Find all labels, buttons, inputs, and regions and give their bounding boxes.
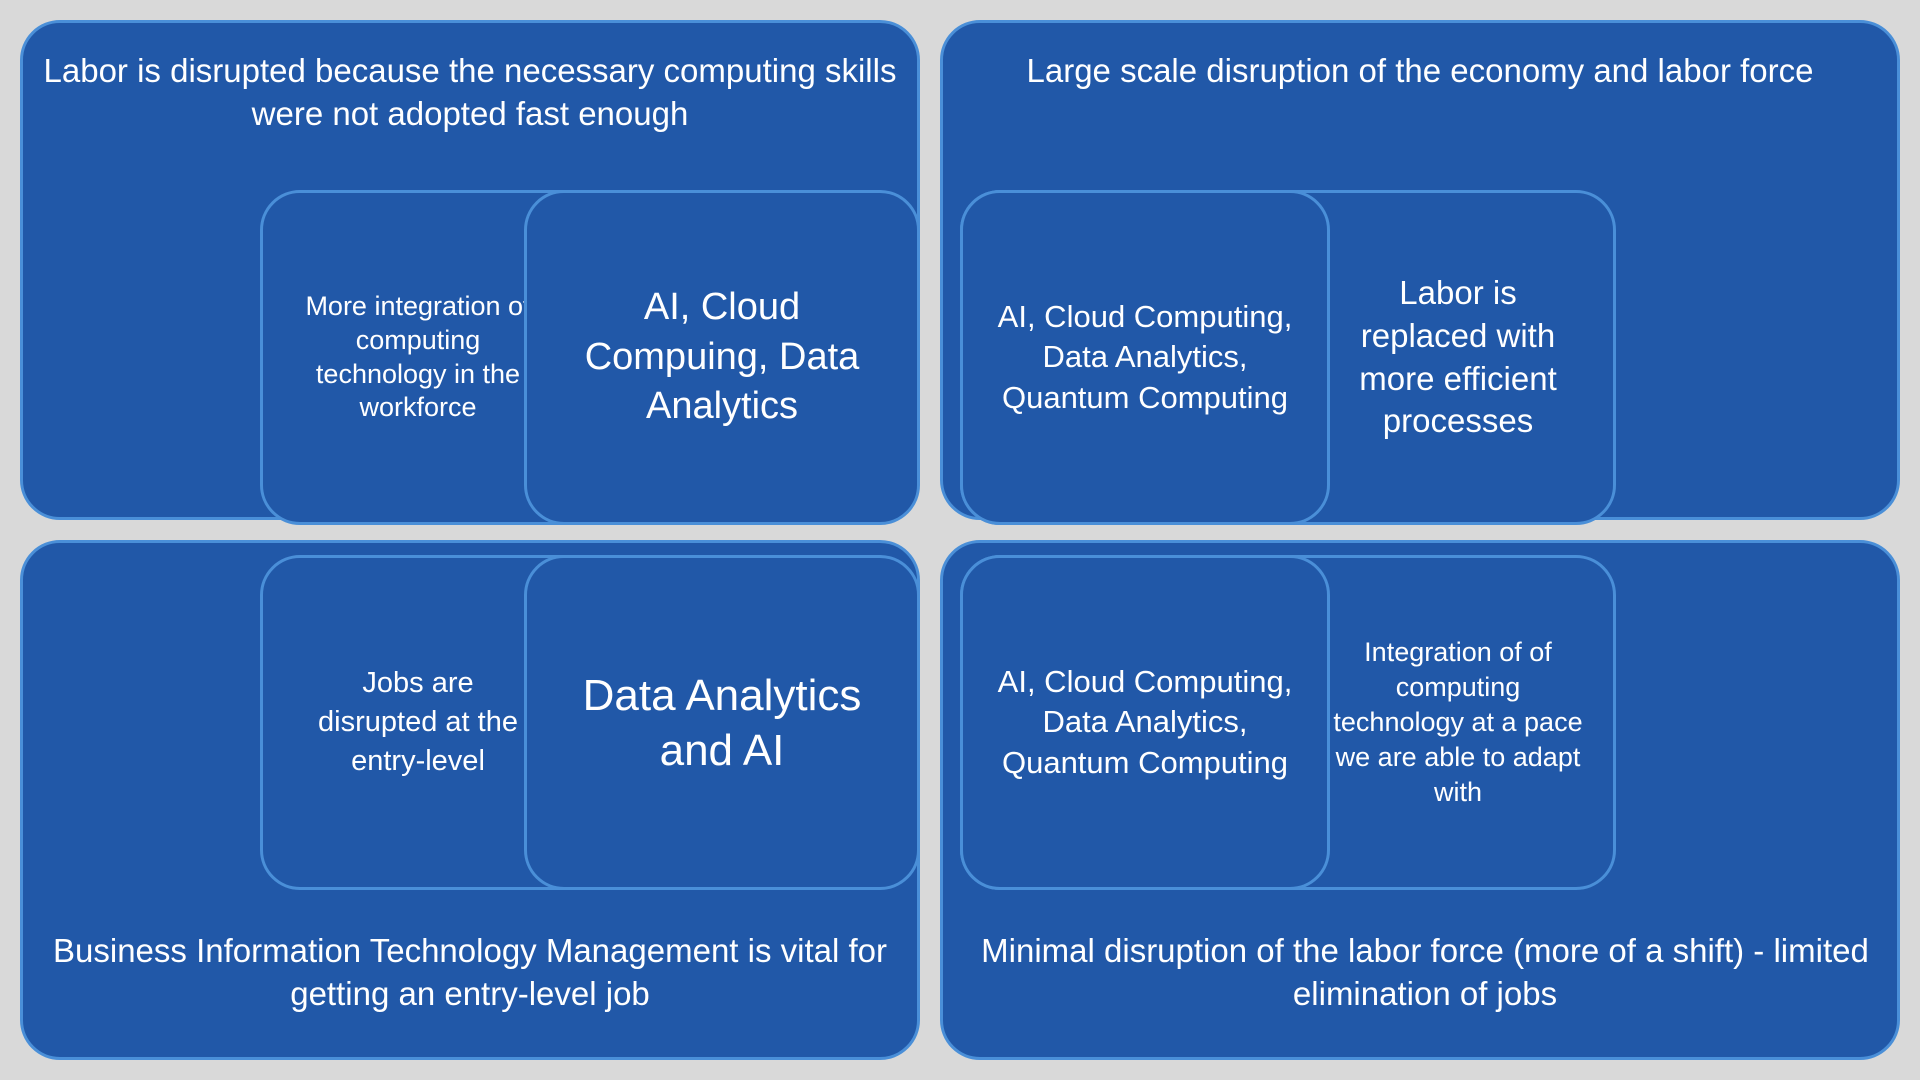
br-inner-left-box: AI, Cloud Computing, Data Analytics, Qua… (960, 555, 1330, 890)
tl-title: Labor is disrupted because the necessary… (40, 50, 900, 136)
tr-inner-left-box: AI, Cloud Computing, Data Analytics, Qua… (960, 190, 1330, 525)
bl-inner-right-text: Data Analytics and AI (547, 668, 897, 778)
tl-inner-right-box: AI, Cloud Compuing, Data Analytics (524, 190, 920, 525)
br-inner-right-text: Integration of of computing technology a… (1333, 635, 1583, 810)
bl-inner-right-box: Data Analytics and AI (524, 555, 920, 890)
tr-inner-right-text: Labor is replaced with more efficient pr… (1333, 272, 1583, 444)
br-inner-left-text: AI, Cloud Computing, Data Analytics, Qua… (983, 662, 1307, 783)
br-title: Minimal disruption of the labor force (m… (960, 930, 1890, 1016)
tr-title: Large scale disruption of the economy an… (970, 50, 1870, 93)
bl-title: Business Information Technology Manageme… (40, 930, 900, 1016)
tl-inner-right-text: AI, Cloud Compuing, Data Analytics (547, 283, 897, 431)
bl-inner-left-text: Jobs are disrupted at the entry-level (303, 664, 533, 781)
tr-inner-left-text: AI, Cloud Computing, Data Analytics, Qua… (983, 297, 1307, 418)
tl-inner-left-text: More integration of computing technology… (303, 290, 533, 425)
